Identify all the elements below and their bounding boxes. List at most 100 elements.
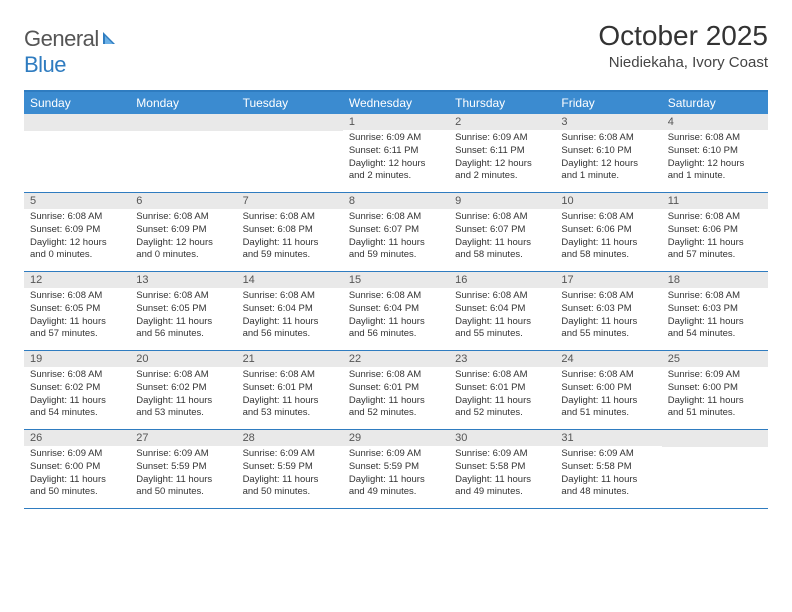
- daylight-text: Daylight: 11 hours and 56 minutes.: [349, 316, 443, 342]
- daylight-text: Daylight: 11 hours and 59 minutes.: [349, 237, 443, 263]
- cell-date: 31: [555, 430, 661, 446]
- day-header-mon: Monday: [130, 92, 236, 114]
- cell-date: 12: [24, 272, 130, 288]
- calendar-cell: 4Sunrise: 6:08 AMSunset: 6:10 PMDaylight…: [662, 114, 768, 192]
- day-header-fri: Friday: [555, 92, 661, 114]
- sunrise-text: Sunrise: 6:09 AM: [30, 448, 124, 461]
- cell-body: Sunrise: 6:08 AMSunset: 6:03 PMDaylight:…: [555, 288, 661, 345]
- calendar-cell: 1Sunrise: 6:09 AMSunset: 6:11 PMDaylight…: [343, 114, 449, 192]
- calendar-cell: 29Sunrise: 6:09 AMSunset: 5:59 PMDayligh…: [343, 430, 449, 508]
- daylight-text: Daylight: 11 hours and 53 minutes.: [136, 395, 230, 421]
- cell-date: 2: [449, 114, 555, 130]
- sunset-text: Sunset: 5:59 PM: [136, 461, 230, 474]
- sunrise-text: Sunrise: 6:08 AM: [455, 211, 549, 224]
- cell-body: Sunrise: 6:08 AMSunset: 6:00 PMDaylight:…: [555, 367, 661, 424]
- logo-text: GeneralBlue: [24, 26, 121, 78]
- cell-date: 6: [130, 193, 236, 209]
- daylight-text: Daylight: 11 hours and 54 minutes.: [668, 316, 762, 342]
- daylight-text: Daylight: 12 hours and 1 minute.: [668, 158, 762, 184]
- logo: GeneralBlue: [24, 26, 121, 78]
- calendar-cell: 21Sunrise: 6:08 AMSunset: 6:01 PMDayligh…: [237, 351, 343, 429]
- cell-date: 4: [662, 114, 768, 130]
- sunrise-text: Sunrise: 6:08 AM: [561, 211, 655, 224]
- sunset-text: Sunset: 5:58 PM: [561, 461, 655, 474]
- cell-date: 5: [24, 193, 130, 209]
- sunrise-text: Sunrise: 6:08 AM: [136, 369, 230, 382]
- sunrise-text: Sunrise: 6:08 AM: [30, 290, 124, 303]
- cell-date: 29: [343, 430, 449, 446]
- logo-word-2: Blue: [24, 52, 66, 77]
- sunrise-text: Sunrise: 6:08 AM: [349, 290, 443, 303]
- daylight-text: Daylight: 11 hours and 58 minutes.: [455, 237, 549, 263]
- sunset-text: Sunset: 6:08 PM: [243, 224, 337, 237]
- cell-body: Sunrise: 6:09 AMSunset: 6:11 PMDaylight:…: [449, 130, 555, 187]
- calendar-cell: 23Sunrise: 6:08 AMSunset: 6:01 PMDayligh…: [449, 351, 555, 429]
- calendar-cell: 12Sunrise: 6:08 AMSunset: 6:05 PMDayligh…: [24, 272, 130, 350]
- cell-body: Sunrise: 6:08 AMSunset: 6:04 PMDaylight:…: [449, 288, 555, 345]
- sunrise-text: Sunrise: 6:08 AM: [30, 369, 124, 382]
- cell-body: Sunrise: 6:09 AMSunset: 6:00 PMDaylight:…: [24, 446, 130, 503]
- sunrise-text: Sunrise: 6:08 AM: [561, 369, 655, 382]
- sunset-text: Sunset: 6:03 PM: [561, 303, 655, 316]
- calendar-cell: 17Sunrise: 6:08 AMSunset: 6:03 PMDayligh…: [555, 272, 661, 350]
- sunset-text: Sunset: 6:02 PM: [136, 382, 230, 395]
- sunrise-text: Sunrise: 6:08 AM: [136, 211, 230, 224]
- cell-body: Sunrise: 6:08 AMSunset: 6:04 PMDaylight:…: [237, 288, 343, 345]
- calendar-week: 1Sunrise: 6:09 AMSunset: 6:11 PMDaylight…: [24, 114, 768, 193]
- month-title: October 2025: [598, 20, 768, 52]
- cell-body: Sunrise: 6:09 AMSunset: 5:59 PMDaylight:…: [237, 446, 343, 503]
- day-header-sat: Saturday: [662, 92, 768, 114]
- sunset-text: Sunset: 5:58 PM: [455, 461, 549, 474]
- sunrise-text: Sunrise: 6:08 AM: [136, 290, 230, 303]
- daylight-text: Daylight: 11 hours and 56 minutes.: [243, 316, 337, 342]
- cell-body: Sunrise: 6:09 AMSunset: 5:58 PMDaylight:…: [555, 446, 661, 503]
- sunrise-text: Sunrise: 6:08 AM: [668, 290, 762, 303]
- cell-date: [24, 114, 130, 131]
- cell-body: Sunrise: 6:08 AMSunset: 6:01 PMDaylight:…: [237, 367, 343, 424]
- calendar-cell: 2Sunrise: 6:09 AMSunset: 6:11 PMDaylight…: [449, 114, 555, 192]
- sunrise-text: Sunrise: 6:08 AM: [243, 290, 337, 303]
- cell-date: 22: [343, 351, 449, 367]
- sunrise-text: Sunrise: 6:09 AM: [455, 448, 549, 461]
- calendar-week: 26Sunrise: 6:09 AMSunset: 6:00 PMDayligh…: [24, 430, 768, 509]
- daylight-text: Daylight: 11 hours and 49 minutes.: [455, 474, 549, 500]
- cell-body: Sunrise: 6:08 AMSunset: 6:01 PMDaylight:…: [449, 367, 555, 424]
- cell-body: Sunrise: 6:09 AMSunset: 5:59 PMDaylight:…: [130, 446, 236, 503]
- sunset-text: Sunset: 6:10 PM: [668, 145, 762, 158]
- sunrise-text: Sunrise: 6:08 AM: [668, 211, 762, 224]
- calendar-cell: 6Sunrise: 6:08 AMSunset: 6:09 PMDaylight…: [130, 193, 236, 271]
- location-label: Niediekaha, Ivory Coast: [598, 54, 768, 71]
- sunset-text: Sunset: 6:01 PM: [349, 382, 443, 395]
- daylight-text: Daylight: 11 hours and 50 minutes.: [136, 474, 230, 500]
- sunrise-text: Sunrise: 6:08 AM: [243, 369, 337, 382]
- sunset-text: Sunset: 6:07 PM: [455, 224, 549, 237]
- cell-body: Sunrise: 6:08 AMSunset: 6:10 PMDaylight:…: [555, 130, 661, 187]
- cell-body: Sunrise: 6:08 AMSunset: 6:07 PMDaylight:…: [449, 209, 555, 266]
- calendar-cell: 25Sunrise: 6:09 AMSunset: 6:00 PMDayligh…: [662, 351, 768, 429]
- sunrise-text: Sunrise: 6:08 AM: [243, 211, 337, 224]
- sunset-text: Sunset: 6:05 PM: [30, 303, 124, 316]
- sunrise-text: Sunrise: 6:08 AM: [561, 290, 655, 303]
- daylight-text: Daylight: 12 hours and 0 minutes.: [136, 237, 230, 263]
- sunset-text: Sunset: 6:00 PM: [30, 461, 124, 474]
- cell-body: Sunrise: 6:09 AMSunset: 6:11 PMDaylight:…: [343, 130, 449, 187]
- sunrise-text: Sunrise: 6:08 AM: [455, 290, 549, 303]
- calendar-cell: 22Sunrise: 6:08 AMSunset: 6:01 PMDayligh…: [343, 351, 449, 429]
- sunset-text: Sunset: 6:01 PM: [455, 382, 549, 395]
- cell-body: Sunrise: 6:08 AMSunset: 6:05 PMDaylight:…: [24, 288, 130, 345]
- cell-date: 3: [555, 114, 661, 130]
- cell-body: Sunrise: 6:09 AMSunset: 5:58 PMDaylight:…: [449, 446, 555, 503]
- sunrise-text: Sunrise: 6:09 AM: [136, 448, 230, 461]
- cell-body: Sunrise: 6:08 AMSunset: 6:03 PMDaylight:…: [662, 288, 768, 345]
- cell-date: 16: [449, 272, 555, 288]
- calendar-cell: 11Sunrise: 6:08 AMSunset: 6:06 PMDayligh…: [662, 193, 768, 271]
- calendar-cell: 30Sunrise: 6:09 AMSunset: 5:58 PMDayligh…: [449, 430, 555, 508]
- cell-body: Sunrise: 6:08 AMSunset: 6:04 PMDaylight:…: [343, 288, 449, 345]
- calendar-cell: 24Sunrise: 6:08 AMSunset: 6:00 PMDayligh…: [555, 351, 661, 429]
- daylight-text: Daylight: 11 hours and 51 minutes.: [561, 395, 655, 421]
- cell-date: 8: [343, 193, 449, 209]
- calendar-cell: [130, 114, 236, 192]
- calendar-cell: 9Sunrise: 6:08 AMSunset: 6:07 PMDaylight…: [449, 193, 555, 271]
- daylight-text: Daylight: 11 hours and 57 minutes.: [668, 237, 762, 263]
- calendar-cell: 5Sunrise: 6:08 AMSunset: 6:09 PMDaylight…: [24, 193, 130, 271]
